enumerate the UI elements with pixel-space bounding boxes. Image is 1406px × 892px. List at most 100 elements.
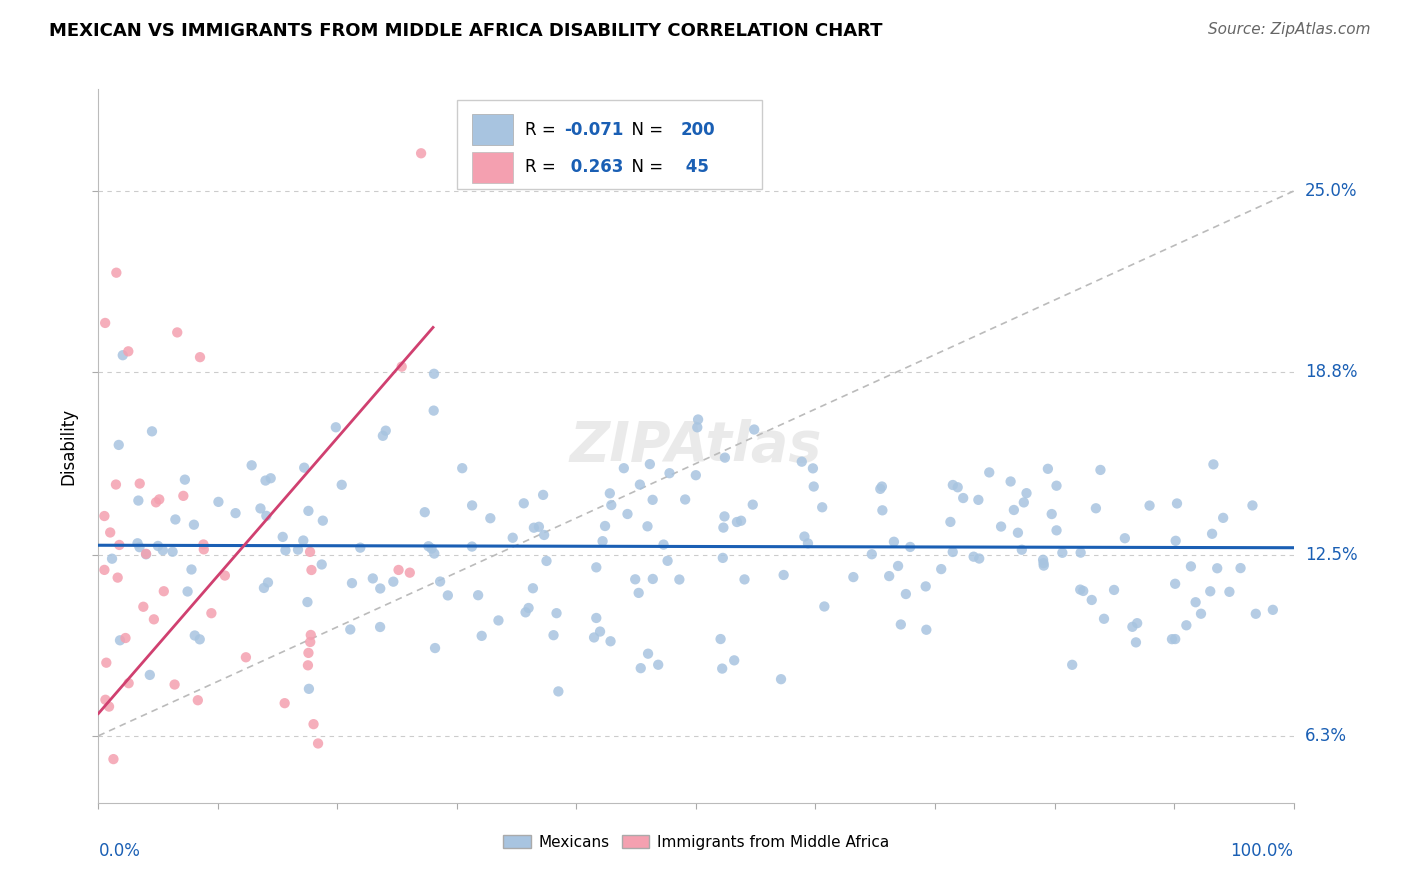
Point [127,536,149,550]
Point [713,520,735,534]
Point [108,538,131,552]
Point [114,631,136,645]
Point [193,537,215,551]
Point [1164,533,1187,548]
Point [592,534,614,549]
Point [1164,632,1187,646]
FancyBboxPatch shape [457,100,762,189]
Text: 45: 45 [681,159,709,177]
Text: 200: 200 [681,120,716,139]
Point [710,632,733,646]
Point [1166,496,1188,510]
Point [1229,561,1251,575]
Point [422,403,444,417]
Point [898,540,921,554]
Point [297,504,319,518]
Point [349,541,371,555]
Point [273,696,295,710]
Point [184,628,207,642]
Point [1161,632,1184,647]
Text: 100.0%: 100.0% [1230,842,1294,860]
Point [1139,499,1161,513]
Point [420,541,443,556]
Point [627,586,650,600]
Point [398,566,420,580]
Point [128,476,150,491]
Text: 18.8%: 18.8% [1305,363,1357,381]
Point [479,511,502,525]
Point [967,492,990,507]
Point [1036,462,1059,476]
Point [254,508,277,523]
Point [292,533,315,548]
Point [1212,511,1234,525]
Point [658,466,681,480]
Point [271,530,294,544]
Point [94,316,117,330]
Point [371,429,394,443]
Point [162,545,184,559]
Point [93,563,115,577]
Point [330,478,353,492]
Point [117,344,139,359]
Point [103,752,125,766]
Point [515,605,537,619]
Point [1102,582,1125,597]
Point [188,350,211,364]
Point [1121,620,1143,634]
Point [1069,582,1091,597]
Point [914,579,936,593]
Text: N =: N = [620,159,668,177]
Point [990,519,1012,533]
Text: Source: ZipAtlas.com: Source: ZipAtlas.com [1208,22,1371,37]
Point [673,492,696,507]
Point [1092,612,1115,626]
Point [301,563,323,577]
FancyBboxPatch shape [472,114,513,145]
Point [368,620,391,634]
Point [461,540,484,554]
Point [413,505,436,519]
Point [253,581,276,595]
Point [299,628,322,642]
Point [1015,486,1038,500]
Point [1062,657,1084,672]
FancyBboxPatch shape [472,152,513,183]
Point [668,573,690,587]
Point [842,570,865,584]
Text: ZIPAtlas: ZIPAtlas [569,419,823,473]
Point [141,425,163,439]
Point [711,550,734,565]
Point [451,461,474,475]
Text: 25.0%: 25.0% [1305,182,1357,200]
Point [600,498,623,512]
Point [790,455,813,469]
Point [1032,556,1054,570]
Point [688,412,710,426]
Point [298,681,321,696]
Point [139,668,162,682]
Point [108,633,131,648]
Point [207,495,229,509]
Point [599,634,621,648]
Point [637,519,659,533]
Legend: Mexicans, Immigrants from Middle Africa: Mexicans, Immigrants from Middle Africa [496,829,896,855]
Point [254,474,277,488]
Point [1202,458,1225,472]
Point [890,617,912,632]
Point [657,554,679,568]
Point [260,471,283,485]
Point [513,496,536,510]
Point [1164,576,1187,591]
Point [1002,503,1025,517]
Point [374,424,396,438]
Point [387,563,409,577]
Point [801,461,824,475]
Point [274,543,297,558]
Point [200,606,222,620]
Text: 0.263: 0.263 [565,159,623,177]
Point [628,477,651,491]
Point [257,575,280,590]
Point [471,629,494,643]
Point [772,568,794,582]
